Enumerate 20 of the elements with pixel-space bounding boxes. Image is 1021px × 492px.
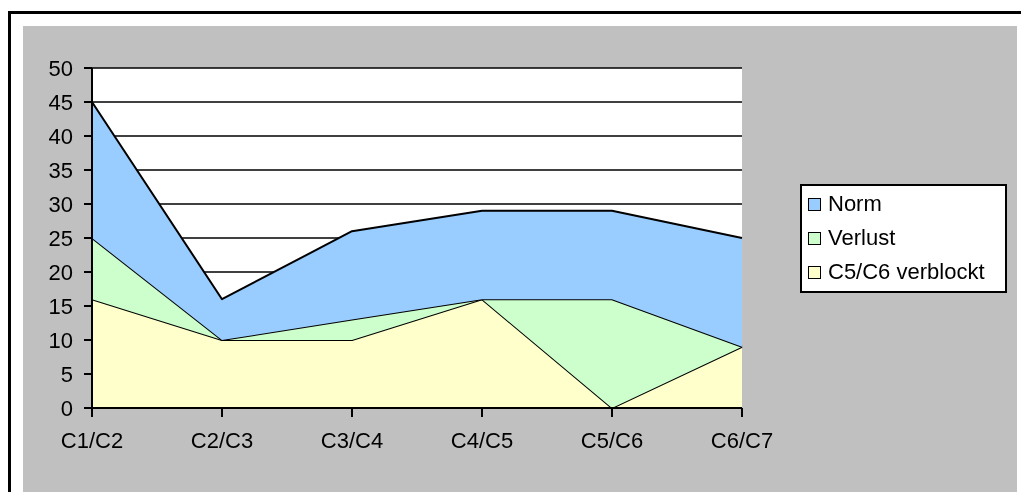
y-tick-label: 45	[48, 89, 73, 115]
legend-label: C5/C6 verblockt	[828, 259, 985, 285]
y-tick-label: 40	[48, 123, 73, 149]
y-tick-label: 10	[48, 327, 73, 353]
x-tick-label: C6/C7	[710, 427, 774, 453]
x-tick-label: C2/C3	[190, 427, 254, 453]
x-tick-label: C4/C5	[450, 427, 514, 453]
x-tick-label: C3/C4	[320, 427, 384, 453]
x-tick-label: C5/C6	[580, 427, 644, 453]
y-tick-label: 25	[48, 225, 73, 251]
y-tick-label: 30	[48, 191, 73, 217]
y-tick-label: 50	[48, 55, 73, 81]
y-tick-label: 20	[48, 259, 73, 285]
y-tick-label: 35	[48, 157, 73, 183]
legend-label: Verlust	[828, 225, 896, 251]
x-tick-label: C1/C2	[60, 427, 124, 453]
y-tick-label: 0	[60, 395, 73, 421]
legend-label: Norm	[828, 191, 882, 217]
y-tick-label: 5	[60, 361, 73, 387]
y-tick-label: 15	[48, 293, 73, 319]
